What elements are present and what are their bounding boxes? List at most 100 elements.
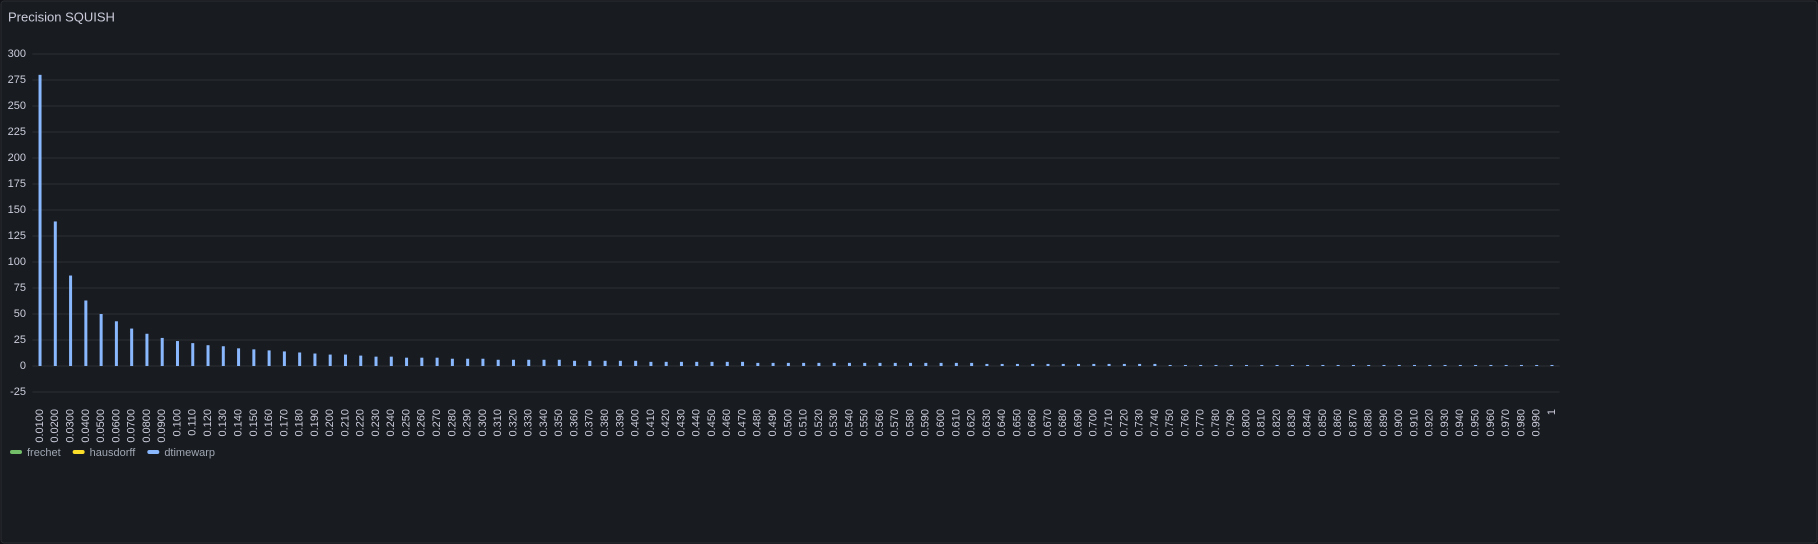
- x-tick-label: 0.510: [798, 409, 810, 437]
- x-tick-label: 0.250: [400, 409, 412, 437]
- x-tick-label: 0.350: [553, 409, 565, 437]
- x-tick-label: 1: [1546, 409, 1558, 415]
- x-tick-label: 0.190: [309, 409, 321, 437]
- x-tick-label: 0.990: [1531, 409, 1543, 437]
- bar: [389, 356, 393, 367]
- bar: [221, 346, 225, 367]
- bar: [359, 355, 363, 367]
- x-tick-label: 0.0600: [110, 409, 122, 443]
- x-tick-label: 0.0700: [126, 409, 138, 443]
- x-tick-label: 0.550: [859, 409, 871, 437]
- x-tick-label: 0.400: [630, 409, 642, 437]
- y-tick-label: 175: [8, 178, 26, 190]
- bar: [1290, 364, 1294, 367]
- x-tick-label: 0.780: [1210, 409, 1222, 437]
- x-tick-label: 0.390: [614, 409, 626, 437]
- x-tick-label: 0.700: [1088, 409, 1100, 437]
- bar: [1077, 363, 1081, 367]
- x-tick-label: 0.950: [1470, 409, 1482, 437]
- x-tick-label: 0.170: [278, 409, 290, 437]
- x-tick-label: 0.210: [339, 409, 351, 437]
- x-tick-label: 0.640: [996, 409, 1008, 437]
- x-tick-label: 0.750: [1164, 409, 1176, 437]
- x-tick-label: 0.440: [691, 409, 703, 437]
- x-tick-label: 0.980: [1515, 409, 1527, 437]
- x-tick-label: 0.910: [1408, 409, 1420, 437]
- bar: [450, 358, 454, 367]
- bar: [1443, 364, 1447, 367]
- bar: [1046, 363, 1050, 367]
- bar: [1107, 363, 1111, 367]
- x-tick-label: 0.740: [1149, 409, 1161, 437]
- x-tick-label: 0.310: [492, 409, 504, 437]
- x-tick-label: 0.560: [874, 409, 886, 437]
- x-tick-label: 0.0300: [64, 409, 76, 443]
- x-tick-label: 0.330: [523, 409, 535, 437]
- bar: [557, 359, 561, 367]
- bar: [282, 351, 286, 367]
- x-tick-label: 0.630: [981, 409, 993, 437]
- bar: [84, 300, 88, 367]
- bar: [145, 333, 149, 367]
- bar: [1351, 364, 1355, 367]
- x-tick-label: 0.860: [1332, 409, 1344, 437]
- bar: [160, 337, 164, 367]
- x-tick-label: 0.680: [1057, 409, 1069, 437]
- x-tick-label: 0.320: [507, 409, 519, 437]
- x-tick-label: 0.420: [660, 409, 672, 437]
- bar: [1015, 363, 1019, 367]
- y-tick-label: 275: [8, 74, 26, 86]
- bar: [1122, 363, 1126, 367]
- x-tick-label: 0.940: [1454, 409, 1466, 437]
- x-tick-label: 0.530: [828, 409, 840, 437]
- y-tick-label: 50: [14, 308, 26, 320]
- bar: [1367, 364, 1371, 367]
- bar: [38, 74, 42, 367]
- y-tick-label: 100: [8, 256, 26, 268]
- x-tick-label: 0.830: [1286, 409, 1298, 437]
- bar: [1535, 364, 1539, 367]
- bar: [206, 345, 210, 367]
- x-tick-label: 0.690: [1072, 409, 1084, 437]
- x-tick-label: 0.930: [1439, 409, 1451, 437]
- x-tick-label: 0.900: [1393, 409, 1405, 437]
- x-tick-label: 0.460: [721, 409, 733, 437]
- bar: [878, 362, 882, 367]
- bar: [527, 359, 531, 367]
- x-tick-label: 0.0400: [80, 409, 92, 443]
- x-tick-label: 0.970: [1500, 409, 1512, 437]
- x-tick-label: 0.150: [248, 409, 260, 437]
- bar: [1550, 364, 1554, 367]
- x-tick-label: 0.870: [1347, 409, 1359, 437]
- bar: [1138, 363, 1142, 367]
- bar: [985, 363, 989, 367]
- x-tick-label: 0.120: [202, 409, 214, 437]
- x-tick-label: 0.380: [599, 409, 611, 437]
- legend-swatch: [10, 450, 22, 454]
- x-tick-label: 0.180: [294, 409, 306, 437]
- x-tick-label: 0.770: [1195, 409, 1207, 437]
- bar: [175, 341, 179, 367]
- x-tick-label: 0.920: [1424, 409, 1436, 437]
- bar: [1489, 364, 1493, 367]
- bar: [1458, 364, 1462, 367]
- x-tick-label: 0.100: [171, 409, 183, 437]
- bar: [1474, 364, 1478, 367]
- x-tick-label: 0.220: [355, 409, 367, 437]
- bar: [1031, 363, 1035, 367]
- bar: [542, 359, 546, 367]
- x-tick-label: 0.540: [843, 409, 855, 437]
- bar: [511, 359, 515, 367]
- x-tick-label: 0.240: [385, 409, 397, 437]
- bar: [695, 361, 699, 367]
- bar: [1519, 364, 1523, 367]
- bar: [1092, 363, 1096, 367]
- x-tick-label: 0.790: [1225, 409, 1237, 437]
- bar: [298, 352, 302, 367]
- bar: [191, 343, 195, 367]
- bar: [252, 349, 256, 367]
- x-tick-label: 0.280: [446, 409, 458, 437]
- bar: [114, 321, 118, 367]
- bar: [756, 362, 760, 367]
- bar: [909, 362, 913, 367]
